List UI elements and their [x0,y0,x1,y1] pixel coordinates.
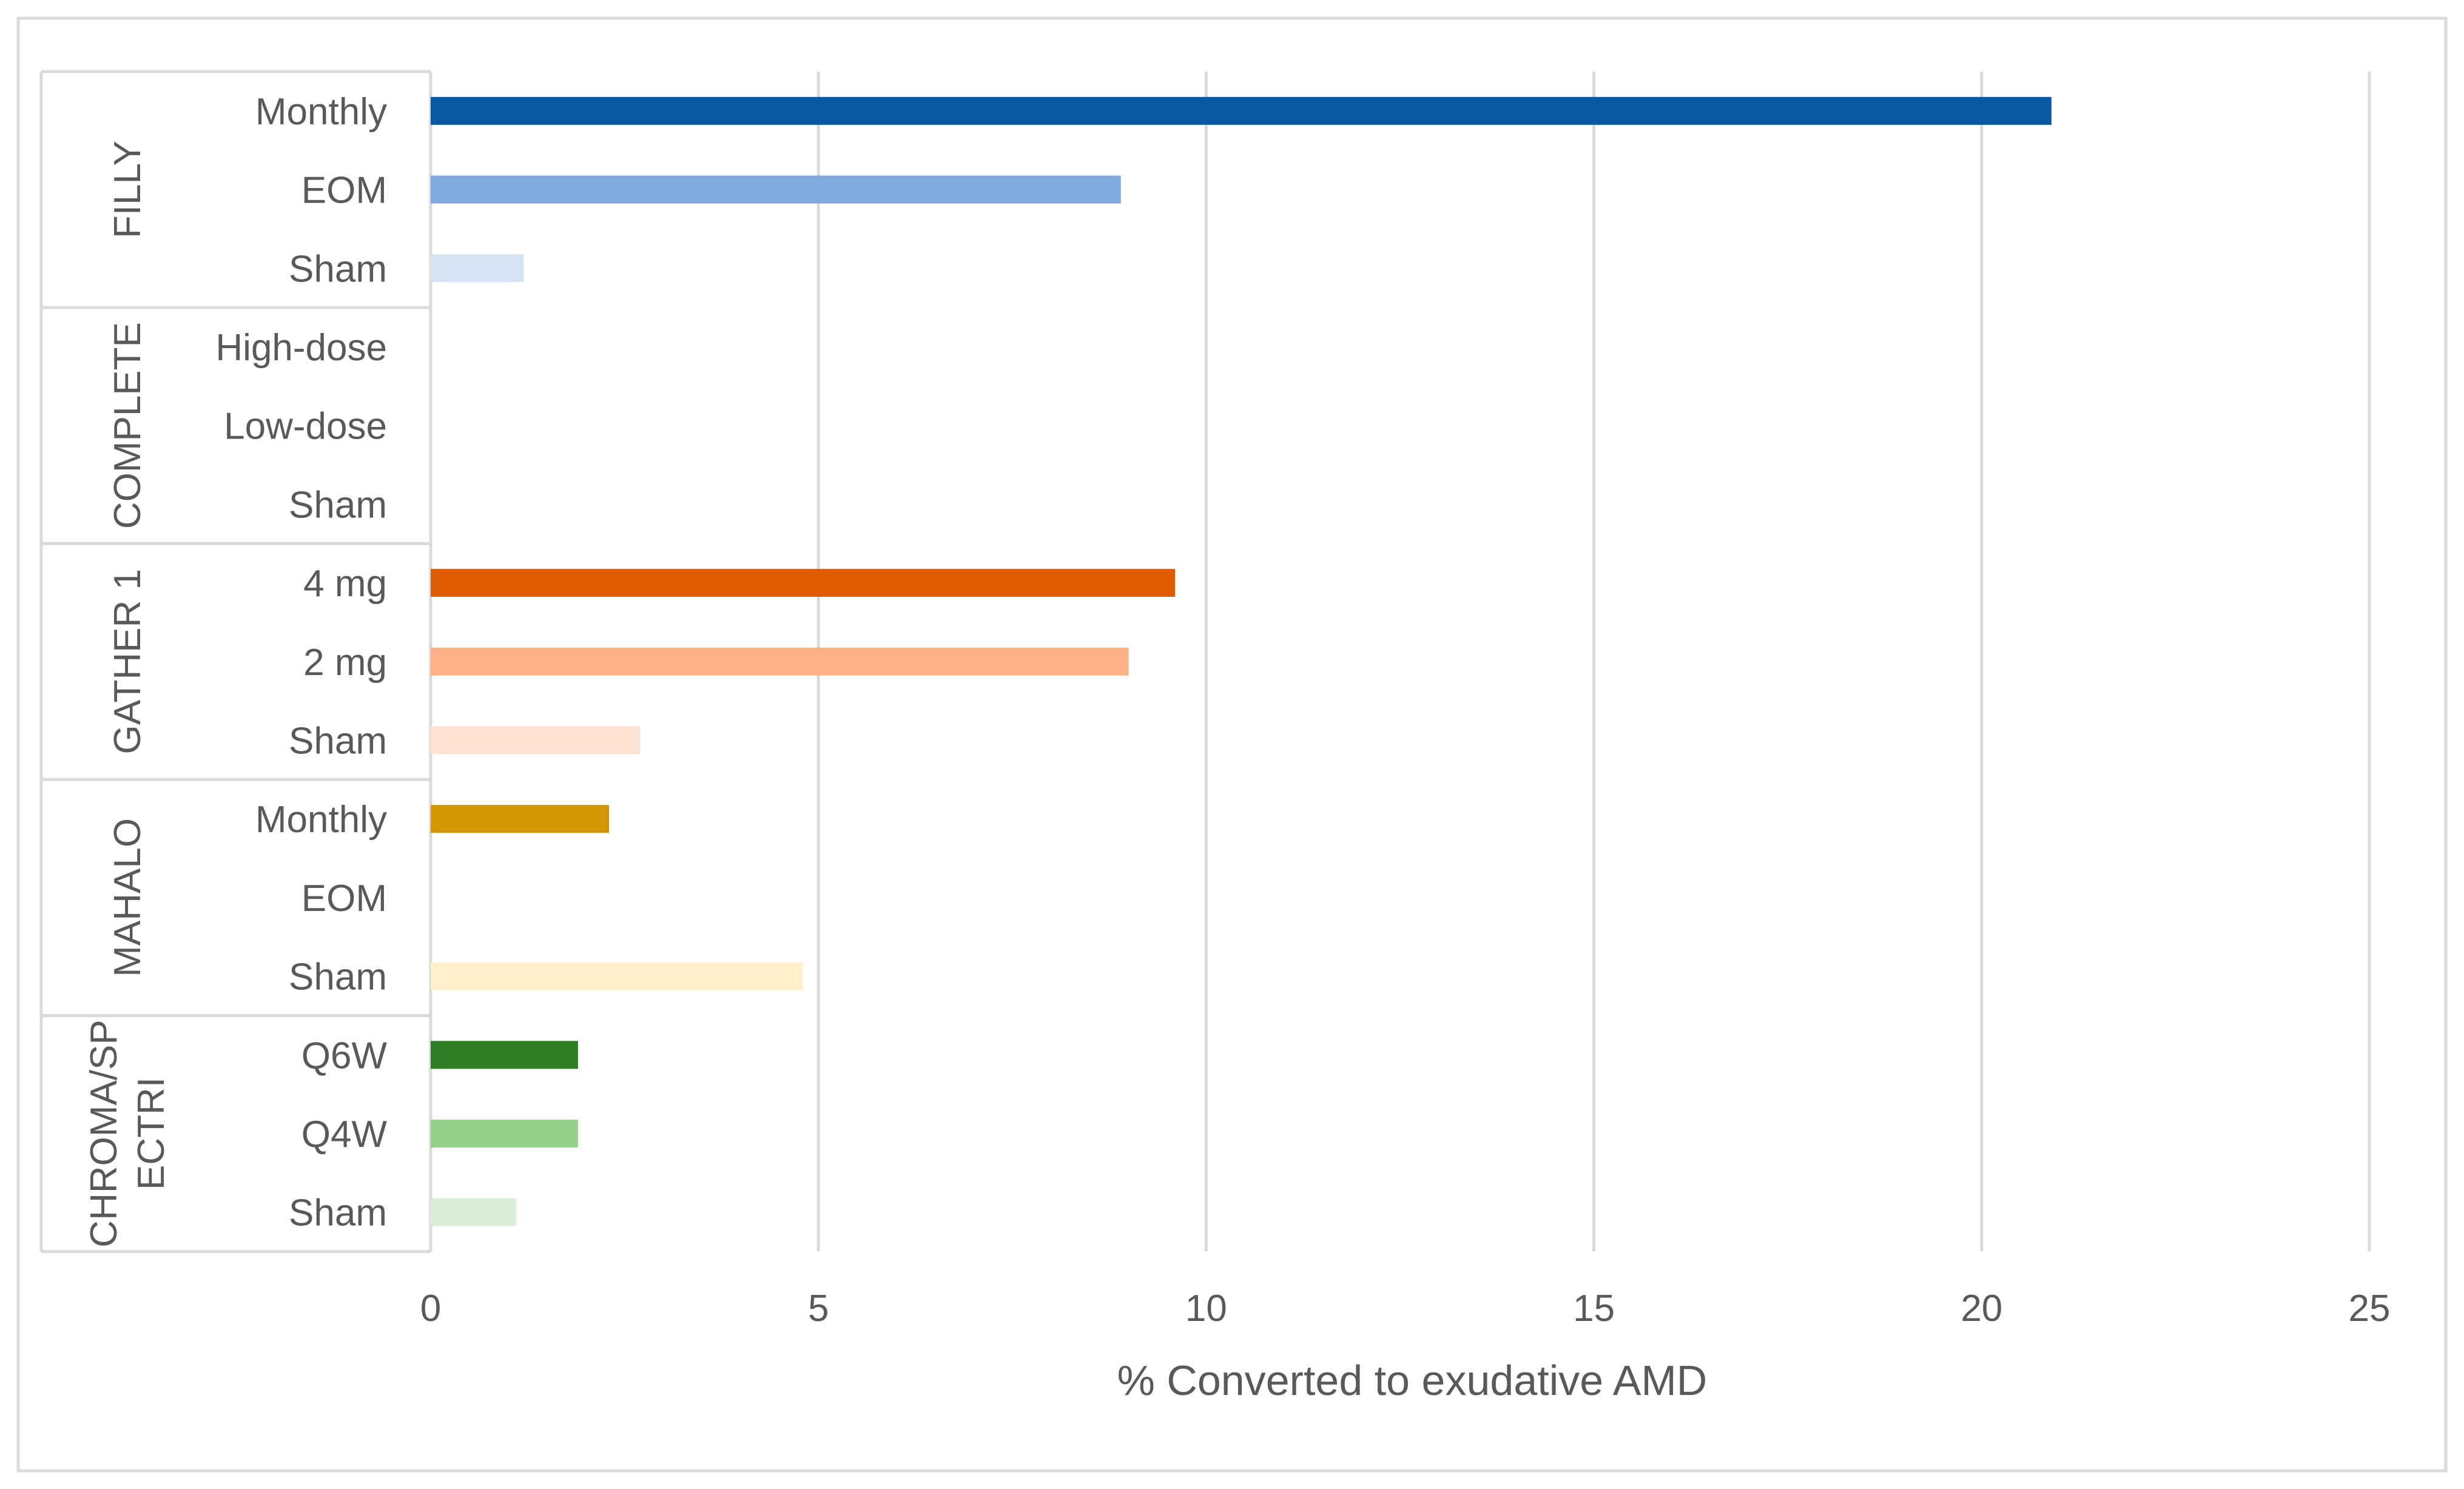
x-tick-label: 25 [2349,1288,2391,1329]
x-axis-ticks: 0 5 10 15 20 25 [420,1288,2391,1329]
x-tick-label: 10 [1185,1288,1227,1329]
bar [431,569,1176,597]
category-label: EOM [301,170,387,212]
bar [431,254,524,283]
category-label: Sham [289,1192,387,1234]
category-label: Sham [289,484,387,526]
bar [431,1119,578,1148]
group-label-line: ECTRI [130,1077,172,1190]
category-label: EOM [301,878,387,919]
group-label-line: FILLY [107,141,149,238]
category-labels: Monthly EOM Sham FILLY High-dose Low-dose Sham… [83,91,387,1248]
bar [431,805,610,833]
group-label: FILLY [107,141,149,238]
group-label-line: MAHALO [107,818,149,977]
category-label: Monthly [255,91,387,133]
group-label: GATHER 1 [107,569,149,754]
category-label: 2 mg [303,642,387,684]
bar [431,1041,578,1069]
bars [431,96,2052,1226]
bar [431,647,1129,676]
category-label: High-dose [215,327,387,369]
x-axis-title: % Converted to exudative AMD [1117,1357,1708,1404]
group-label: CHROMA/SP ECTRI [83,1020,172,1247]
category-label: Q4W [301,1114,388,1155]
x-tick-label: 0 [420,1288,441,1329]
group-label-line: COMPLETE [107,322,149,529]
category-label: Sham [289,956,387,998]
category-label: Monthly [255,799,387,841]
group-label-line: CHROMA/SP [83,1020,125,1247]
bar [431,175,1121,204]
gridlines [816,72,2371,1251]
category-label: Sham [289,720,387,762]
x-tick-label: 5 [808,1288,829,1329]
group-label: MAHALO [107,818,149,977]
category-label: Low-dose [224,406,387,448]
x-tick-label: 20 [1961,1288,2002,1329]
bar [431,1198,516,1226]
bar [431,726,641,755]
bar [431,962,803,990]
category-label: Q6W [301,1035,388,1077]
category-label: 4 mg [303,563,387,605]
bar [431,96,2052,125]
group-label-line: GATHER 1 [107,569,149,754]
category-label: Sham [289,248,387,290]
group-label: COMPLETE [107,322,149,529]
chart-border [16,16,2448,1473]
x-tick-label: 15 [1573,1288,1615,1329]
